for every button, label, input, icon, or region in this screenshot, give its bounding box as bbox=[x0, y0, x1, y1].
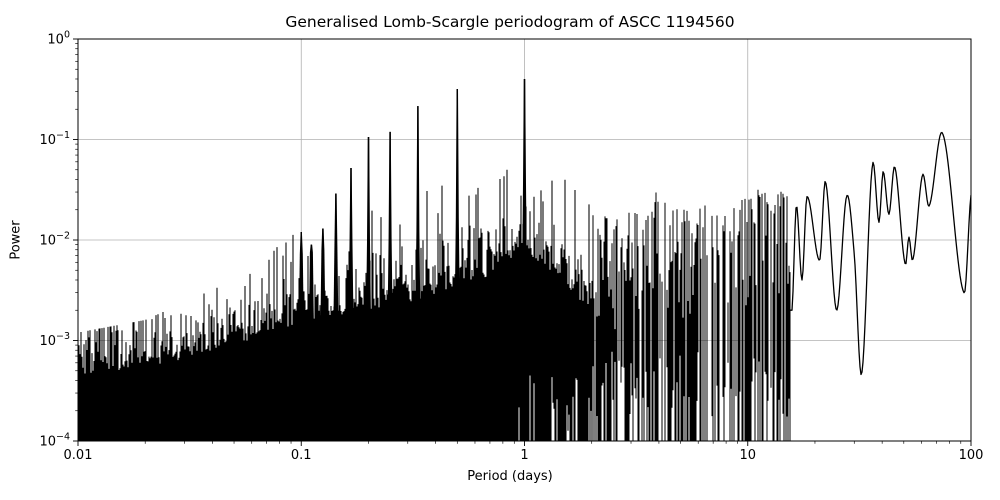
svg-text:100: 100 bbox=[47, 30, 70, 48]
data-series bbox=[78, 79, 971, 441]
chart-title: Generalised Lomb-Scargle periodogram of … bbox=[285, 13, 735, 31]
alias-peaks bbox=[297, 79, 529, 441]
y-axis-label: Power bbox=[8, 220, 24, 260]
svg-text:1: 1 bbox=[520, 448, 528, 463]
x-axis-label: Period (days) bbox=[467, 469, 553, 484]
svg-text:10−2: 10−2 bbox=[39, 231, 70, 249]
major-ticks bbox=[73, 38, 972, 446]
smooth-tail-path bbox=[790, 131, 971, 376]
svg-text:10−1: 10−1 bbox=[39, 130, 70, 148]
svg-text:0.1: 0.1 bbox=[291, 448, 312, 463]
svg-text:100: 100 bbox=[959, 448, 984, 463]
minor-ticks bbox=[75, 43, 962, 444]
x-tick-labels: 0.01 0.1 1 10 100 bbox=[64, 448, 984, 463]
noise-mass-path bbox=[78, 169, 593, 441]
svg-text:0.01: 0.01 bbox=[64, 448, 93, 463]
y-tick-labels: 100 10−1 10−2 10−3 10−4 bbox=[39, 30, 70, 450]
svg-text:10−3: 10−3 bbox=[39, 331, 70, 349]
svg-text:10: 10 bbox=[739, 448, 756, 463]
svg-text:10−4: 10−4 bbox=[39, 432, 70, 450]
spike-region-path bbox=[592, 189, 791, 441]
